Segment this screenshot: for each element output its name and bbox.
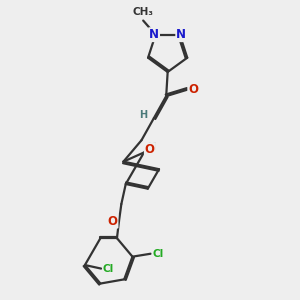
Text: H: H bbox=[140, 110, 148, 120]
Text: O: O bbox=[188, 83, 198, 96]
Text: O: O bbox=[145, 143, 155, 156]
Text: O: O bbox=[107, 214, 118, 228]
Text: N: N bbox=[176, 28, 186, 41]
Text: CH₃: CH₃ bbox=[133, 7, 154, 17]
Text: Cl: Cl bbox=[103, 264, 114, 274]
Text: N: N bbox=[149, 28, 159, 41]
Text: H: H bbox=[147, 142, 155, 152]
Text: Cl: Cl bbox=[152, 249, 164, 259]
